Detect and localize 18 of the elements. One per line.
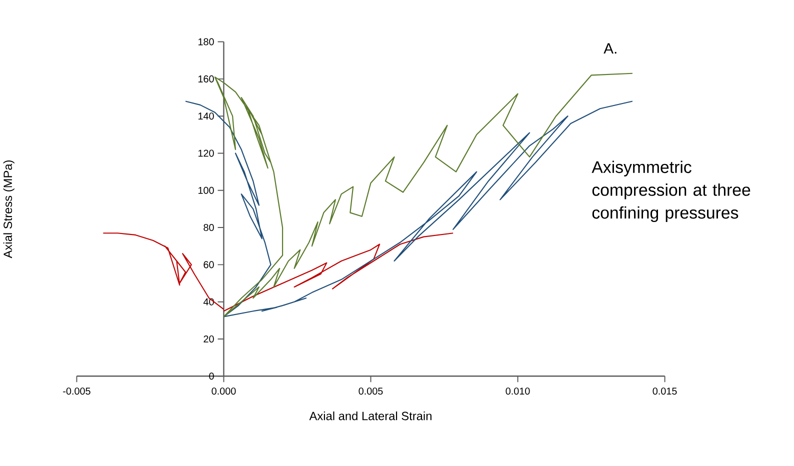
y-axis-title: Axial Stress (MPa): [3, 160, 14, 258]
x-tick-label: 0.010: [506, 388, 530, 395]
x-tick-label: 0.000: [212, 388, 236, 395]
y-tick-label: 160: [198, 76, 214, 83]
x-axis-title: Axial and Lateral Strain: [309, 412, 432, 420]
annotation: Axisymmetric compression at three confining pressures: [592, 160, 750, 222]
x-tick-label: 0.005: [358, 388, 383, 395]
y-tick-label: 40: [203, 298, 214, 306]
y-tick-label: 60: [204, 261, 214, 268]
y-tick-label: 100: [198, 187, 214, 194]
y-tick-label: 20: [204, 336, 214, 343]
x-tick-label: 0.015: [652, 388, 677, 395]
x-tick-label: -0.005: [63, 388, 90, 395]
annotation: A.: [604, 43, 616, 54]
y-tick-label: 140: [198, 112, 214, 120]
y-tick-label: 180: [198, 38, 214, 46]
y-tick-label: 120: [198, 150, 214, 157]
y-tick-label: 80: [204, 224, 214, 232]
